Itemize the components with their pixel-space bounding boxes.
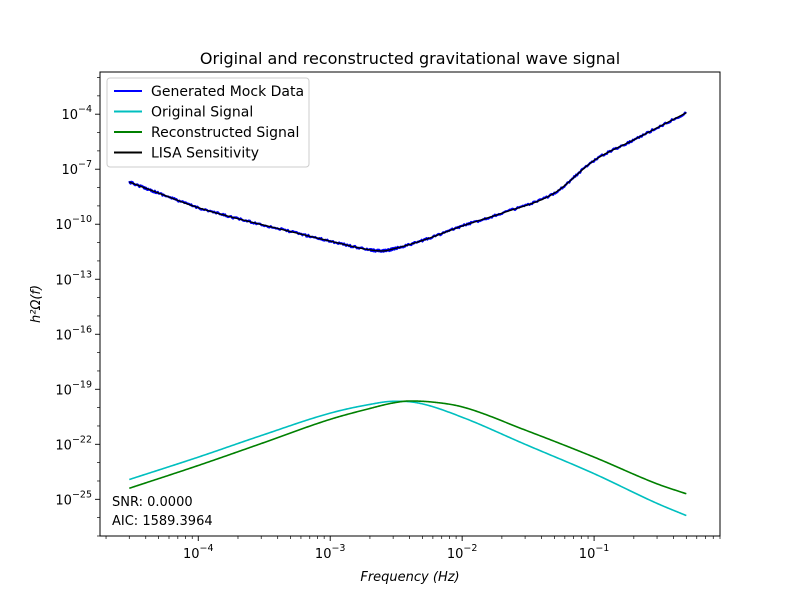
y-axis: 10−25 10−22 10−19 10−16 10−13 10−10 10−7 10−4 — [55, 77, 100, 537]
series-line-reconstructed-signal — [129, 400, 687, 495]
series-line-lisa-sensitivity — [129, 112, 687, 252]
legend-box — [106, 77, 310, 168]
x-tick-label: 10−4 — [183, 543, 214, 562]
y-tick-label: 10−25 — [55, 489, 92, 508]
series-line-generated-mock-data — [128, 111, 687, 253]
legend-label-lisa-sensitivity: LISA Sensitivity — [151, 146, 259, 162]
y-tick-label: 10−13 — [55, 269, 92, 288]
y-tick-label: 10−4 — [61, 104, 92, 123]
y-tick-label: 10−10 — [55, 214, 92, 233]
legend-label-reconstructed-signal: Reconstructed Signal — [151, 125, 299, 141]
y-axis-label: h²Ω(f) — [29, 285, 44, 323]
y-tick-label: 10−7 — [61, 159, 92, 178]
x-tick-label: 10−1 — [579, 543, 610, 562]
x-tick-label: 10−2 — [447, 543, 478, 562]
y-tick-label: 10−22 — [55, 434, 92, 453]
plot-area — [128, 111, 687, 517]
aic-annotation: AIC: 1589.3964 — [112, 514, 213, 529]
y-tick-label: 10−19 — [55, 379, 92, 398]
chart-title: Original and reconstructed gravitational… — [200, 49, 620, 68]
x-axis-label: Frequency (Hz) — [360, 570, 459, 585]
y-tick-label: 10−16 — [55, 324, 92, 343]
snr-annotation: SNR: 0.0000 — [112, 495, 193, 510]
x-axis: 10−4 10−3 10−2 10−1 — [105, 536, 721, 562]
plot-frame — [99, 71, 721, 537]
legend: Generated Mock Data Original Signal Recons… — [106, 77, 310, 168]
x-tick-label: 10−3 — [315, 543, 346, 562]
legend-label-generated-mock-data: Generated Mock Data — [151, 84, 304, 100]
legend-label-original-signal: Original Signal — [151, 105, 253, 121]
